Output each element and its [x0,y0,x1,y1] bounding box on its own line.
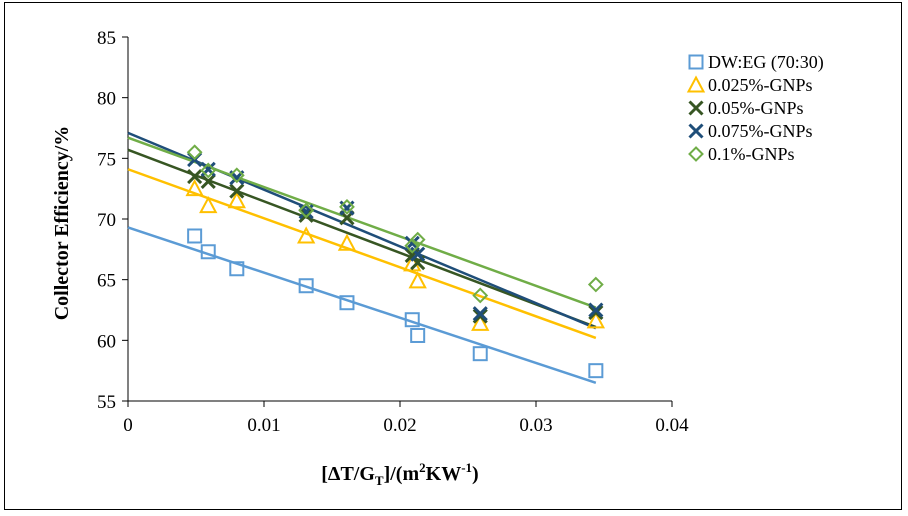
x-marker-stroke [200,173,216,189]
data-point-series-4 [298,202,315,219]
data-point-series-4 [404,237,421,254]
x-tick-label: 0.03 [519,415,552,436]
data-point-series-1 [227,191,246,209]
x-marker-stroke [688,100,704,116]
legend-label-series-3: 0.075%-GNPs [708,121,813,141]
x-axis-title-part: [ΔT/G [321,463,375,485]
axes: 55 60 65 70 75 80 85 0 0.01 0.02 0.03 0.04 [97,28,689,436]
y-tick-label: 65 [97,271,116,292]
x-marker-stroke [472,306,488,322]
data-point-series-1 [296,226,316,244]
data-point-series-0 [187,228,203,244]
data-point-series-0 [200,244,216,260]
data-point-series-0 [588,363,604,379]
data-point-series-4 [587,276,604,293]
data-point-series-2 [200,173,216,189]
data-point-series-4 [200,162,217,179]
x-marker-stroke [588,302,604,318]
data-point-series-4 [472,287,489,304]
x-axis-title-sup: 2 [419,460,426,475]
legend-label-series-2: 0.05%-GNPs [708,98,804,118]
x-marker-stroke [229,183,245,199]
y-tick-label: 60 [97,331,116,352]
trendline-series-1 [127,168,597,340]
data-point-series-3 [472,306,488,322]
data-point-series-1 [586,311,606,329]
x-tick-label: 0.01 [247,415,280,436]
x-marker-stroke [588,304,604,320]
data-point-series-0 [339,295,355,311]
data-point-series-2 [229,183,245,199]
legend-label-series-1: 0.025%-GNPs [708,75,813,95]
data-point-series-3 [588,302,604,318]
y-tick-label: 55 [97,392,116,413]
legend-marker-series-2 [688,100,704,116]
y-axis-title: Collector Efficiency/% [51,126,73,321]
data-point-series-0 [298,278,314,294]
data-point-series-0 [472,346,488,362]
legend-marker-series-3 [688,123,704,139]
data-point-series-4 [186,144,203,161]
data-point-series-4 [228,167,245,184]
data-point-series-1 [185,179,204,197]
data-point-series-2 [472,308,488,324]
x-axis-title-part: ) [472,463,479,485]
trendline-series-0 [127,226,597,384]
legend-label-series-0: DW:EG (70:30) [708,52,824,73]
legend-label-series-4: 0.1%-GNPs [708,144,795,164]
y-tick-label: 70 [97,210,116,231]
x-axis-title-sup: -1 [461,460,472,475]
x-axis-title-part: KW [426,463,462,485]
data-point-series-0 [229,261,245,277]
data-point-series-1 [337,233,357,251]
legend-marker-series-1 [686,75,706,93]
data-point-series-1 [199,196,218,214]
data-point-series-2 [588,304,604,320]
x-marker-stroke [688,123,704,139]
legend-marker-series-4 [688,146,704,162]
data-point-series-0 [410,327,426,343]
x-marker-stroke [410,246,426,262]
x-marker-stroke [472,308,488,324]
markers [185,144,606,379]
x-marker-stroke [298,207,314,223]
y-tick-label: 80 [97,89,116,110]
trendline-series-2 [127,148,597,329]
x-axis-title: [ΔT/GT]/(m2KW-1) [321,460,478,488]
x-axis-title-sub: T [375,473,384,488]
data-point-series-0 [404,312,420,328]
legend-marker-series-0 [688,54,704,70]
data-point-series-4 [409,231,426,248]
data-point-series-1 [471,313,490,331]
y-tick-label: 75 [97,149,116,170]
legend: DW:EG (70:30)0.025%-GNPs 0.05%-GNPs 0.075%… [686,52,824,164]
x-tick-label: 0.04 [655,415,689,436]
data-point-series-4 [339,198,355,215]
x-tick-label: 0 [123,415,133,436]
x-axis-title-part: ]/(m [384,463,420,485]
x-marker-stroke [187,168,203,185]
trendlines [127,131,597,384]
data-point-series-2 [187,168,203,185]
x-tick-label: 0.02 [383,415,416,436]
y-tick-label: 85 [97,28,116,49]
data-point-series-1 [408,271,427,289]
data-point-series-2 [298,207,314,223]
